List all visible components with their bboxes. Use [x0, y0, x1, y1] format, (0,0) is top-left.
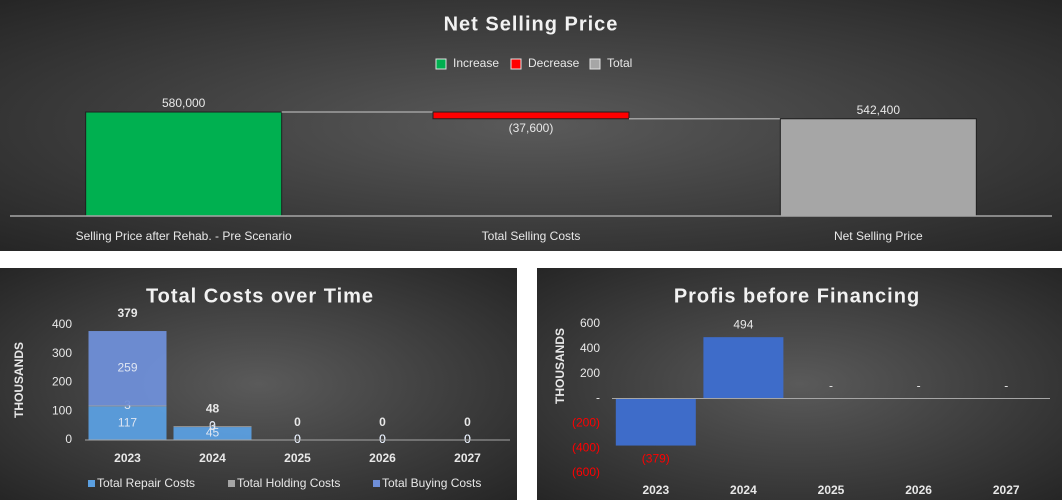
data-label: 0	[379, 432, 386, 446]
x-tick-label: 2026	[905, 483, 932, 497]
chart-title: Net Selling Price	[444, 13, 619, 35]
data-label: 0	[464, 432, 471, 446]
y-tick-label: 100	[52, 403, 72, 417]
legend-label: Total Repair Costs	[97, 476, 195, 490]
bar	[85, 111, 283, 217]
data-label: 45	[206, 426, 220, 440]
y-axis-label: THOUSANDS	[12, 342, 26, 418]
y-tick-label: 600	[580, 316, 600, 330]
bar	[779, 118, 977, 217]
legend-swatch	[510, 58, 522, 70]
data-label: (379)	[642, 452, 670, 466]
bar-segment	[173, 426, 252, 428]
data-label: 0	[379, 432, 386, 446]
panel	[0, 268, 517, 500]
y-tick-label: 200	[52, 375, 72, 389]
legend-label: Decrease	[528, 56, 580, 70]
data-label: 580,000	[162, 96, 206, 110]
legend-swatch	[228, 480, 235, 487]
y-tick-label: (400)	[572, 440, 600, 454]
x-tick-label: 2027	[993, 483, 1020, 497]
x-tick-label: 2025	[284, 451, 311, 465]
total-label: 0	[464, 415, 471, 429]
legend-label: Total Holding Costs	[237, 476, 340, 490]
x-tick-label: 2026	[369, 451, 396, 465]
y-tick-label: 300	[52, 346, 72, 360]
legend-label: Total Buying Costs	[382, 476, 481, 490]
y-tick-label: 0	[65, 432, 72, 446]
x-tick-label: 2027	[454, 451, 481, 465]
data-label: -	[1004, 379, 1008, 393]
y-tick-label: 200	[580, 366, 600, 380]
data-label: 0	[464, 432, 471, 446]
data-label: 0	[379, 432, 386, 446]
x-tick-label: 2023	[114, 451, 141, 465]
x-tick-label: 2024	[730, 483, 757, 497]
y-tick-label: 400	[580, 341, 600, 355]
total-label: 48	[206, 401, 220, 415]
bar	[432, 111, 630, 120]
data-label: 3	[209, 419, 216, 433]
legend-swatch	[435, 58, 447, 70]
x-tick-label: Selling Price after Rehab. - Pre Scenari…	[76, 229, 292, 243]
legend-swatch	[373, 480, 380, 487]
x-tick-label: 2024	[199, 451, 226, 465]
bar-segment	[88, 331, 167, 406]
x-tick-label: Net Selling Price	[834, 229, 923, 243]
bar	[615, 398, 696, 446]
y-tick-label: 400	[52, 317, 72, 331]
data-label: 0	[209, 418, 216, 432]
y-tick-label: (200)	[572, 416, 600, 430]
panel	[537, 268, 1062, 500]
data-label: -	[829, 379, 833, 393]
bar-segment	[88, 406, 167, 440]
legend-label: Increase	[453, 56, 499, 70]
total-label: 0	[379, 415, 386, 429]
data-label: 259	[117, 360, 137, 374]
total-label: 379	[117, 306, 137, 320]
legend-swatch	[589, 58, 601, 70]
x-tick-label: 2025	[818, 483, 845, 497]
x-tick-label: Total Selling Costs	[482, 229, 581, 243]
data-label: 0	[294, 432, 301, 446]
x-tick-label: 2023	[642, 483, 669, 497]
data-label: 0	[294, 432, 301, 446]
data-label: (37,600)	[509, 121, 554, 135]
bar	[703, 337, 784, 399]
data-label: 0	[464, 432, 471, 446]
data-label: -	[917, 379, 921, 393]
total-label: 0	[294, 415, 301, 429]
legend-swatch	[88, 480, 95, 487]
chart-title: Profis before Financing	[674, 285, 920, 307]
y-tick-label: (600)	[572, 465, 600, 479]
bar-segment	[88, 405, 167, 407]
chart-title: Total Costs over Time	[146, 285, 374, 307]
legend-label: Total	[607, 56, 632, 70]
data-label: 0	[294, 432, 301, 446]
y-tick-label: -	[596, 391, 600, 405]
data-label: 117	[118, 415, 137, 429]
y-axis-label: THOUSANDS	[553, 328, 567, 404]
data-label: 542,400	[857, 103, 901, 117]
data-label: 494	[733, 317, 753, 331]
bar-segment	[173, 427, 252, 440]
